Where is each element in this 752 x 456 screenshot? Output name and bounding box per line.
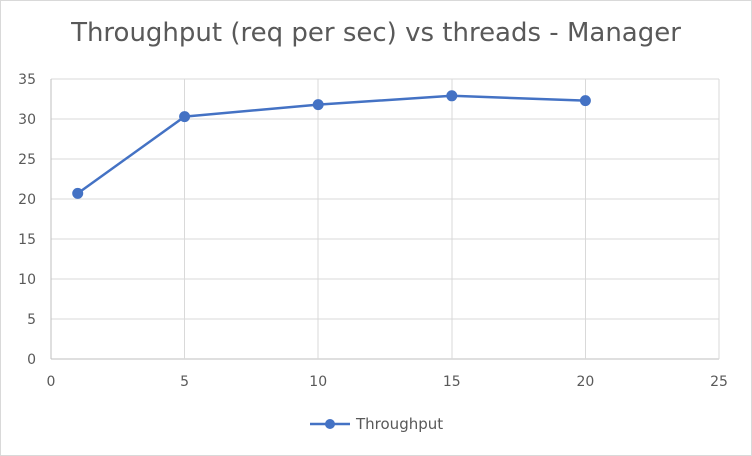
series-throughput [72,90,591,199]
y-tick-label: 0 [27,352,36,368]
data-point [72,187,84,199]
grid-lines [50,78,720,360]
y-tick-label: 35 [18,72,36,88]
legend-marker [325,419,335,429]
x-tick-label: 0 [47,374,56,390]
y-tick-label: 5 [27,312,36,328]
data-point [446,90,458,102]
data-point [312,99,324,111]
x-tick-label: 10 [309,374,327,390]
y-tick-label: 20 [18,192,36,208]
x-axis-tick-labels: 0 5 10 15 20 25 [47,374,728,390]
y-tick-label: 30 [18,112,36,128]
data-point [179,111,191,123]
y-tick-label: 10 [18,272,36,288]
y-tick-label: 25 [18,152,36,168]
x-tick-label: 25 [710,374,728,390]
y-tick-label: 15 [18,232,36,248]
x-tick-label: 15 [443,374,461,390]
y-axis-tick-labels: 0 5 10 15 20 25 30 35 [18,72,36,368]
chart-title: Throughput (req per sec) vs threads - Ma… [71,18,681,48]
x-tick-label: 20 [576,374,594,390]
legend: Throughput [310,415,443,433]
series-line [76,94,587,195]
data-point [579,95,591,107]
legend-label-throughput: Throughput [355,415,443,433]
x-tick-label: 5 [180,374,189,390]
